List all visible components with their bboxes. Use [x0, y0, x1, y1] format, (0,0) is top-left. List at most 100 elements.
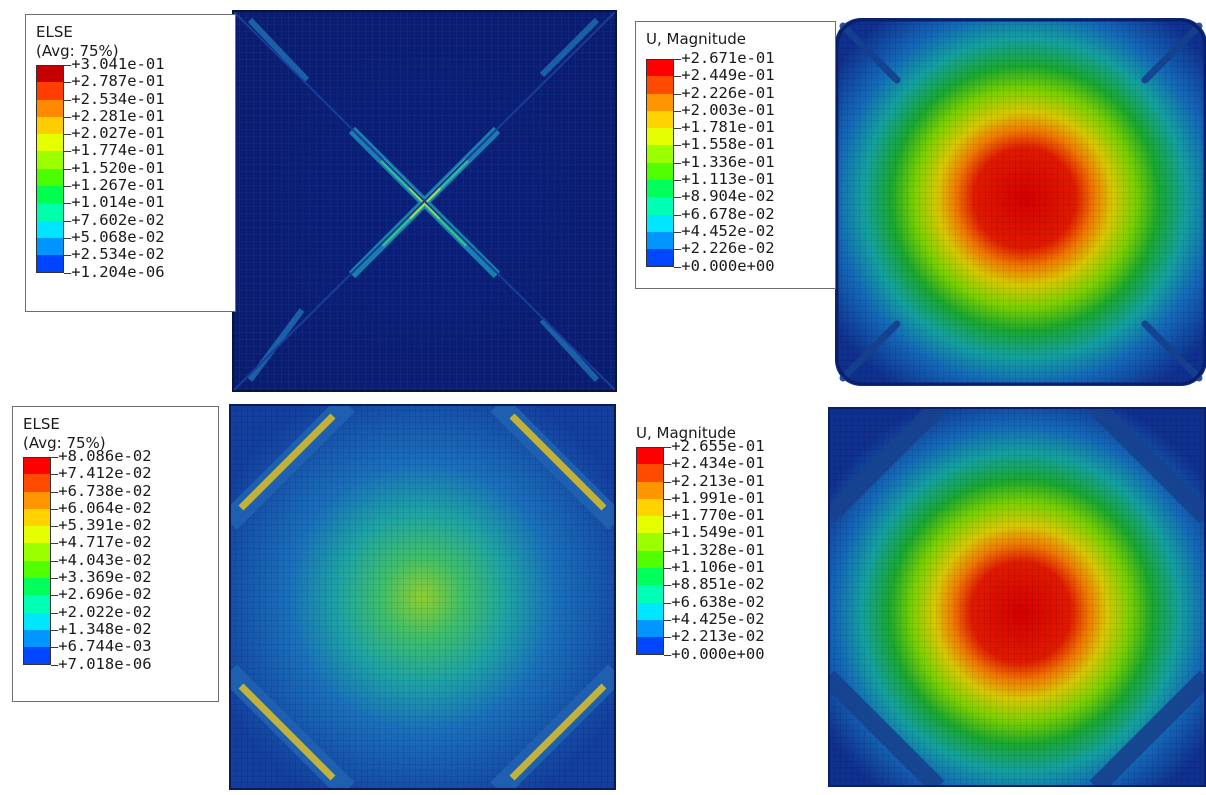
legend-value: +2.213e-02 [664, 627, 764, 645]
legend-value: +2.534e-01 [64, 90, 164, 108]
legend-swatch [646, 249, 674, 267]
legend-values: +2.655e-01+2.434e-01+2.213e-01+1.991e-01… [664, 437, 764, 663]
legend-swatch [36, 82, 64, 100]
legend-swatch [23, 457, 51, 475]
legend-value: +6.638e-02 [664, 593, 764, 611]
legend-swatch [36, 134, 64, 152]
legend-swatch [646, 214, 674, 232]
legend-value: +8.904e-02 [674, 188, 774, 206]
legend-value: +2.226e-01 [674, 84, 774, 102]
legend-swatch [646, 76, 674, 94]
legend-value: +2.671e-01 [674, 49, 774, 67]
legend-value: +7.412e-02 [51, 464, 151, 482]
legend-swatch [646, 180, 674, 198]
legend-value: +5.068e-02 [64, 228, 164, 246]
legend-value: +2.434e-01 [664, 454, 764, 472]
legend-swatch [646, 162, 674, 181]
legend-value: +3.369e-02 [51, 568, 151, 586]
legend-values: +3.041e-01+2.787e-01+2.534e-01+2.281e-01… [64, 55, 164, 281]
legend-swatch [36, 99, 64, 117]
legend-swatch [36, 186, 64, 204]
legend-swatch [636, 498, 664, 517]
legend-value: +2.022e-02 [51, 603, 151, 621]
mesh-plot-u-bottom [828, 407, 1206, 787]
legend-else-bottom: ELSE (Avg: 75%) +8.086e-02+7.412e-02+6.7… [12, 406, 219, 702]
legend-value: +4.425e-02 [664, 610, 764, 628]
legend-value: +1.774e-01 [64, 142, 164, 160]
legend-swatch [636, 568, 664, 586]
legend-title: U, Magnitude [646, 30, 746, 48]
legend-title: ELSE [23, 415, 60, 433]
legend-value: +1.106e-01 [664, 558, 764, 576]
legend-value: +7.602e-02 [64, 211, 164, 229]
legend-swatch [23, 526, 51, 544]
legend-swatch [23, 647, 51, 665]
legend-value: +1.770e-01 [664, 506, 764, 524]
legend-swatch [36, 237, 64, 256]
legend-swatch [646, 59, 674, 77]
legend-value: +1.113e-01 [674, 170, 774, 188]
legend-swatch [36, 116, 64, 135]
legend-value: +1.558e-01 [674, 136, 774, 154]
legend-swatch [23, 578, 51, 596]
legend-swatch [36, 220, 64, 238]
legend-swatch [23, 629, 51, 648]
legend-value: +2.787e-01 [64, 72, 164, 90]
legend-swatch [646, 231, 674, 250]
legend-color-scale [636, 447, 664, 663]
legend-swatch [23, 543, 51, 561]
legend-value: +1.328e-01 [664, 541, 764, 559]
legend-swatch [636, 619, 664, 638]
legend-swatch [636, 637, 664, 655]
legend-value: +6.678e-02 [674, 205, 774, 223]
legend-value: +6.738e-02 [51, 482, 151, 500]
legend-values: +8.086e-02+7.412e-02+6.738e-02+6.064e-02… [51, 447, 151, 673]
legend-color-scale [646, 59, 674, 275]
legend-swatch [23, 508, 51, 527]
legend-swatch [23, 491, 51, 509]
mesh-plot-else-bottom [229, 404, 616, 790]
legend-swatch [646, 197, 674, 215]
legend-swatch [636, 464, 664, 482]
legend-value: +0.000e+00 [674, 257, 774, 275]
legend-title: ELSE [36, 23, 73, 41]
legend-swatch [636, 585, 664, 603]
legend-u-top: U, Magnitude +2.671e-01+2.449e-01+2.226e… [635, 21, 836, 289]
legend-color-scale [36, 65, 64, 281]
legend-value: +4.043e-02 [51, 551, 151, 569]
legend-value: +2.213e-01 [664, 472, 764, 490]
legend-value: +6.744e-03 [51, 637, 151, 655]
legend-swatch [646, 93, 674, 111]
legend-swatch [36, 151, 64, 169]
legend-value: +1.267e-01 [64, 176, 164, 194]
legend-value: +2.534e-02 [64, 245, 164, 263]
legend-swatch [23, 595, 51, 613]
mesh-plot-u-top [835, 18, 1206, 386]
legend-value: +2.655e-01 [664, 437, 764, 455]
legend-value: +4.717e-02 [51, 534, 151, 552]
legend-value: +2.226e-02 [674, 239, 774, 257]
legend-swatch [36, 65, 64, 83]
legend-value: +4.452e-02 [674, 222, 774, 240]
legend-swatch [646, 110, 674, 129]
legend-value: +8.851e-02 [664, 576, 764, 594]
legend-swatch [636, 533, 664, 551]
legend-color-scale [23, 457, 51, 673]
legend-value: +1.781e-01 [674, 118, 774, 136]
legend-value: +1.549e-01 [664, 524, 764, 542]
legend-value: +1.336e-01 [674, 153, 774, 171]
legend-swatch [646, 145, 674, 163]
legend-value: +8.086e-02 [51, 447, 151, 465]
legend-else-top: ELSE (Avg: 75%) +3.041e-01+2.787e-01+2.5… [25, 14, 236, 312]
legend-value: +2.696e-02 [51, 586, 151, 604]
legend-value: +2.027e-01 [64, 124, 164, 142]
legend-swatch [636, 550, 664, 569]
legend-values: +2.671e-01+2.449e-01+2.226e-01+2.003e-01… [674, 49, 774, 275]
legend-swatch [636, 481, 664, 499]
legend-value: +1.014e-01 [64, 194, 164, 212]
legend-swatch [646, 128, 674, 146]
legend-value: +1.348e-02 [51, 620, 151, 638]
legend-swatch [23, 612, 51, 630]
mesh-plot-else-top [232, 10, 617, 392]
legend-swatch [23, 560, 51, 579]
